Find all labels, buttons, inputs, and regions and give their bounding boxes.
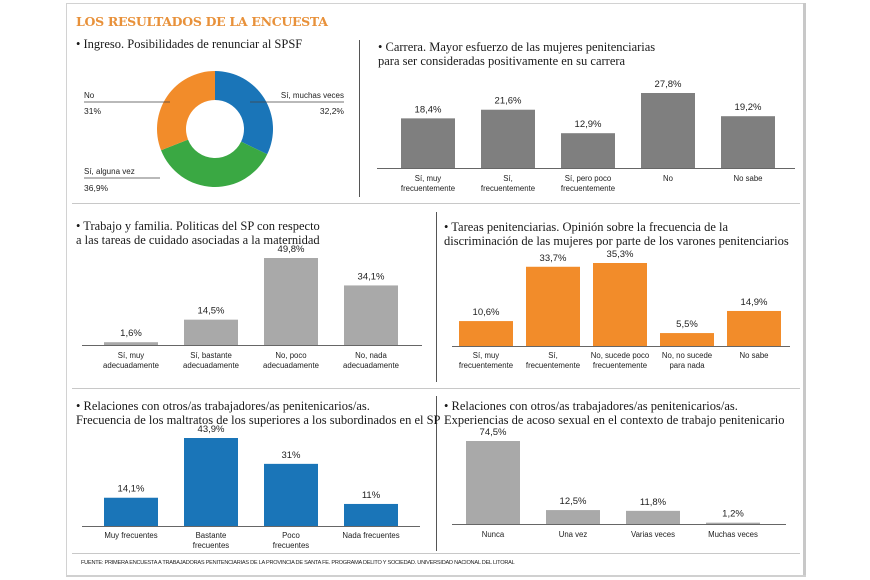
bar-value-label-0: 74,5% — [480, 427, 507, 438]
bar-value-label-2: 12,9% — [575, 119, 602, 130]
bar-1 — [184, 319, 238, 345]
bar-category-label-3: Nada frecuentes — [342, 531, 399, 540]
bar-0 — [466, 441, 520, 524]
bar-1 — [546, 510, 600, 524]
divider-vertical-row2 — [436, 212, 437, 382]
bar-0 — [459, 321, 513, 346]
bar-chart-discriminacion: 10,6% Sí, muy frecuentemente 33,7% Sí, frecue… — [452, 249, 790, 370]
bar-1 — [526, 266, 580, 346]
bar-category-label-0: Sí, muy adecuadamente — [103, 351, 159, 370]
bar-value-label-1: 33,7% — [540, 253, 567, 264]
panel-title-familia: • Trabajo y familia. Politicas del SP co… — [76, 219, 320, 247]
bar-2 — [264, 258, 318, 345]
bar-1 — [481, 109, 535, 168]
slice-label-value-0: 32,2% — [320, 106, 345, 116]
bar-value-label-4: 14,9% — [741, 297, 768, 308]
panel-title-discriminacion: • Tareas penitenciarias. Opinión sobre l… — [444, 220, 789, 248]
bar-1 — [184, 438, 238, 526]
donut-chart-ingreso: Sí, muchas veces 32,2% Sí, alguna vez 36,9%… — [84, 71, 345, 193]
bar-chart-familia: 1,6% Sí, muy adecuadamente 14,5% Sí, bastant… — [82, 244, 422, 370]
frame-shadow-right — [803, 3, 806, 577]
bar-category-label-1: Sí, frecuentemente — [481, 174, 535, 193]
panel-title-carrera: • Carrera. Mayor esfuerzo de las mujeres… — [378, 40, 656, 68]
bar-category-label-2: Poco frecuentes — [273, 531, 310, 550]
bar-value-label-1: 14,5% — [198, 306, 225, 317]
bar-category-label-3: No — [663, 174, 674, 183]
slice-label-category-1: Sí, alguna vez — [84, 167, 135, 176]
bar-category-label-2: No, poco adecuadamente — [263, 351, 319, 370]
bar-value-label-3: 11% — [362, 490, 381, 501]
divider-horizontal-2 — [72, 388, 800, 389]
bar-2 — [593, 263, 647, 346]
bar-0 — [401, 118, 455, 168]
frame-shadow-bottom — [66, 575, 806, 577]
bar-value-label-0: 14,1% — [118, 484, 145, 495]
bar-4 — [721, 116, 775, 168]
panel-title-acoso: • Relaciones con otros/as trabajadores/a… — [444, 399, 785, 427]
bar-2 — [264, 463, 318, 526]
divider-horizontal-3 — [72, 553, 800, 554]
bar-0 — [104, 342, 158, 345]
slice-label-value-2: 31% — [84, 106, 101, 116]
donut-slice-2 — [156, 71, 215, 151]
bar-2 — [626, 510, 680, 524]
bar-category-label-3: No, no sucede para nada — [662, 351, 712, 370]
bar-3 — [344, 285, 398, 345]
bar-value-label-0: 1,6% — [120, 328, 142, 339]
bar-value-label-1: 21,6% — [495, 96, 522, 107]
bar-category-label-3: Muchas veces — [708, 530, 758, 539]
divider-horizontal-1 — [72, 203, 800, 204]
bar-category-label-2: No, sucede poco frecuentemente — [591, 351, 650, 370]
bar-value-label-3: 1,2% — [722, 509, 744, 520]
divider-vertical-row1 — [359, 40, 360, 197]
bar-value-label-0: 18,4% — [415, 104, 442, 115]
bar-value-label-3: 27,8% — [655, 79, 682, 90]
bar-value-label-3: 34,1% — [358, 271, 385, 282]
donut-slice-1 — [161, 139, 268, 187]
bar-category-label-3: No, nada adecuadamente — [343, 351, 399, 370]
bar-value-label-2: 11,8% — [640, 497, 667, 508]
source-note: FUENTE: PRIMERA ENCUESTA A TRABAJADORAS … — [81, 560, 515, 566]
bar-3 — [344, 503, 398, 526]
bar-category-label-4: No sabe — [739, 351, 768, 360]
bar-category-label-1: Una vez — [559, 530, 588, 539]
bar-4 — [727, 310, 781, 346]
donut-slice-0 — [215, 71, 273, 155]
bar-category-label-1: Sí, bastante adecuadamente — [183, 351, 239, 370]
bar-category-label-1: Sí, frecuentemente — [526, 351, 580, 370]
bar-category-label-0: Muy frecuentes — [104, 531, 157, 540]
bar-3 — [641, 93, 695, 168]
panel-title-ingreso: • Ingreso. Posibilidades de renunciar al… — [76, 37, 303, 51]
bar-value-label-2: 35,3% — [607, 249, 634, 260]
bar-value-label-4: 19,2% — [735, 102, 762, 113]
bar-value-label-1: 12,5% — [560, 496, 587, 507]
bar-category-label-0: Sí, muy frecuentemente — [459, 351, 513, 370]
bar-chart-carrera: 18,4% Sí, muy frecuentemente 21,6% Sí, frecue… — [377, 79, 795, 193]
infographic-title: LOS RESULTADOS DE LA ENCUESTA — [76, 14, 328, 29]
bar-category-label-0: Sí, muy frecuentemente — [401, 174, 455, 193]
slice-label-category-0: Sí, muchas veces — [281, 91, 344, 100]
slice-label-value-1: 36,9% — [84, 183, 109, 193]
bar-2 — [561, 133, 615, 168]
bar-value-label-1: 43,9% — [198, 424, 225, 435]
bar-category-label-4: No sabe — [733, 174, 762, 183]
divider-vertical-row3 — [436, 396, 437, 551]
bar-value-label-2: 31% — [281, 450, 301, 461]
bar-category-label-2: Sí, pero poco frecuentemente — [561, 174, 615, 193]
bar-0 — [104, 497, 158, 526]
bar-value-label-2: 49,8% — [278, 244, 305, 255]
panel-title-maltratos: • Relaciones con otros/as trabajadores/a… — [76, 399, 441, 427]
bar-chart-acoso: 74,5% Nunca 12,5% Una vez 11,8% Varias veces 1… — [452, 427, 786, 539]
bar-chart-maltratos: 14,1% Muy frecuentes 43,9% Bastante frecuent… — [82, 424, 420, 550]
bar-category-label-0: Nunca — [482, 530, 505, 539]
bar-value-label-0: 10,6% — [473, 307, 500, 318]
bar-3 — [660, 333, 714, 346]
bar-value-label-3: 5,5% — [676, 319, 698, 330]
bar-3 — [706, 522, 760, 524]
bar-category-label-2: Varias veces — [631, 530, 675, 539]
bar-category-label-1: Bastante frecuentes — [193, 531, 230, 550]
slice-label-category-2: No — [84, 91, 95, 100]
